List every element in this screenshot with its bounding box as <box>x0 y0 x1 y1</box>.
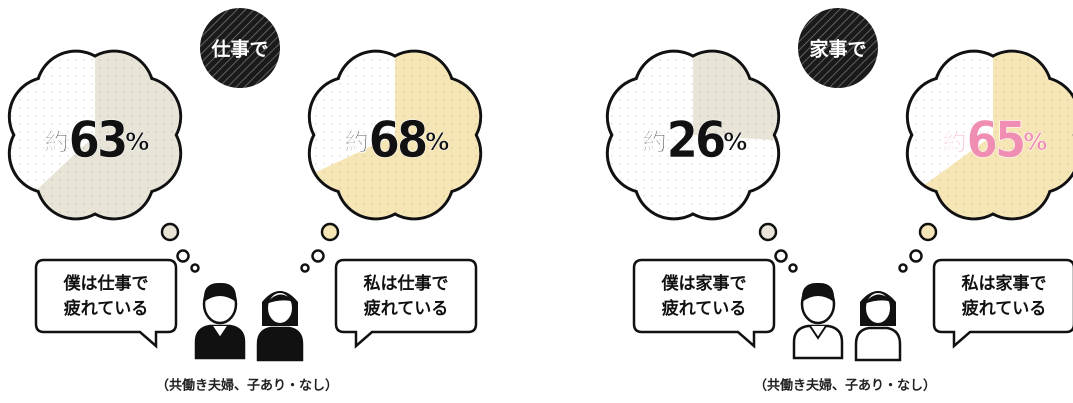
speech-text: 疲れている <box>962 298 1047 319</box>
percent-value: 63 <box>69 111 126 169</box>
dot-texture <box>10 52 180 218</box>
thought-dot <box>918 222 938 242</box>
thought-dot <box>758 222 778 242</box>
unit: % <box>125 128 149 156</box>
prefix: 約 <box>345 128 369 156</box>
speech-text: 僕は仕事で <box>63 273 149 294</box>
percent-label: 約63% <box>45 111 150 169</box>
speech-text: 疲れている <box>662 298 747 319</box>
percent-value: 68 <box>369 111 426 169</box>
badge-text: 家事で <box>809 38 866 61</box>
speech-bubble <box>932 258 1073 349</box>
thought-dot <box>311 249 325 263</box>
thought-dot <box>176 249 190 263</box>
person-collar <box>809 325 827 340</box>
badge-circle <box>798 8 878 88</box>
badge-text: 仕事で <box>210 38 268 61</box>
prefix: 約 <box>643 128 667 156</box>
dot-texture <box>310 52 480 218</box>
unit: % <box>1023 128 1047 156</box>
thought-dot <box>300 263 310 273</box>
thought-dot <box>160 222 180 242</box>
thought-dot <box>788 263 798 273</box>
person-bangs <box>864 294 892 304</box>
caption: （共働き夫婦、子あり・なし） <box>754 378 936 394</box>
speech-bubble <box>34 258 178 349</box>
person-body <box>792 324 844 360</box>
person-body <box>256 326 304 362</box>
person-hair <box>203 282 237 302</box>
percent-value: 26 <box>667 111 724 169</box>
panel: 約63% 約68%仕事で僕は仕事で疲れている私は仕事で疲れている（共働き夫婦、子あ… <box>7 8 483 394</box>
speech-text: 僕は家事で <box>661 273 747 294</box>
speech-bubble <box>632 258 776 349</box>
thought-dot <box>774 249 788 263</box>
percent-value: 65 <box>967 111 1024 169</box>
dot-texture <box>608 52 778 218</box>
thought-dot <box>320 222 340 242</box>
speech-text: 疲れている <box>64 298 149 319</box>
badge: 家事で <box>798 8 878 88</box>
badge-circle <box>200 8 280 88</box>
unit: % <box>723 128 747 156</box>
person-body <box>194 324 246 360</box>
percent-label: 約26% <box>643 111 748 169</box>
person-body <box>854 326 902 362</box>
person-bangs <box>266 294 294 304</box>
badge: 仕事で <box>200 8 280 88</box>
person-collar <box>211 325 229 340</box>
panel: 約26% 約65%家事で僕は家事で疲れている私は家事で疲れている（共働き夫婦、子あ… <box>605 8 1073 394</box>
speech-text: 疲れている <box>364 298 449 319</box>
caption: （共働き夫婦、子あり・なし） <box>156 378 338 394</box>
speech-text: 私は家事で <box>962 273 1047 294</box>
speech-bubble <box>334 258 478 349</box>
percent-label: 約65% <box>943 111 1048 169</box>
prefix: 約 <box>943 128 967 156</box>
thought-dot <box>190 263 200 273</box>
unit: % <box>425 128 449 156</box>
thought-dot <box>898 263 908 273</box>
thought-dot <box>909 249 923 263</box>
person-hair <box>801 282 835 302</box>
percent-label: 約68% <box>345 111 450 169</box>
prefix: 約 <box>45 128 69 156</box>
speech-text: 私は仕事で <box>364 273 449 294</box>
